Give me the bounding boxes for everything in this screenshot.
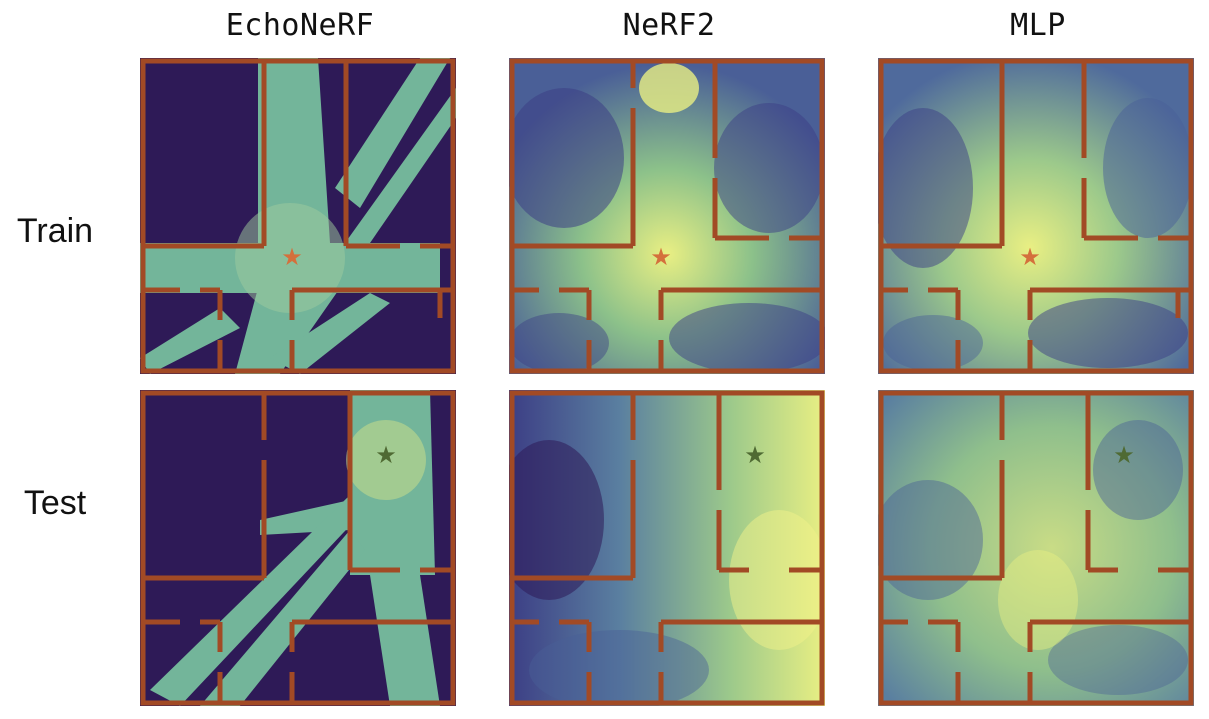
- star-marker-icon: ★: [1113, 441, 1135, 469]
- panel-echonerf-test: ★: [140, 390, 456, 706]
- star-marker-icon: ★: [744, 441, 766, 469]
- panel-nerf2-test: ★: [509, 390, 825, 706]
- row-label-test: Test: [23, 484, 87, 522]
- panel-echonerf-train: ★: [140, 58, 456, 374]
- heatmap-mlp-train: ★: [878, 58, 1194, 374]
- star-marker-icon: ★: [281, 243, 303, 271]
- column-title-echonerf: EchoNeRF: [225, 8, 375, 43]
- heatmap-mlp-test: ★: [878, 390, 1194, 706]
- panel-nerf2-train: ★: [509, 58, 825, 374]
- star-marker-icon: ★: [650, 243, 672, 271]
- star-marker-icon: ★: [1019, 243, 1041, 271]
- column-title-mlp: MLP: [1010, 8, 1066, 43]
- heatmap-echonerf-train: ★: [140, 58, 456, 374]
- panel-mlp-train: ★: [878, 58, 1194, 374]
- panel-mlp-test: ★: [878, 390, 1194, 706]
- heatmap-echonerf-test: ★: [140, 390, 456, 706]
- heatmap-nerf2-train: ★: [509, 58, 825, 374]
- column-title-nerf2: NeRF2: [622, 8, 716, 43]
- heatmap-nerf2-test: ★: [509, 390, 825, 706]
- row-label-train: Train: [16, 212, 94, 250]
- star-marker-icon: ★: [375, 441, 397, 469]
